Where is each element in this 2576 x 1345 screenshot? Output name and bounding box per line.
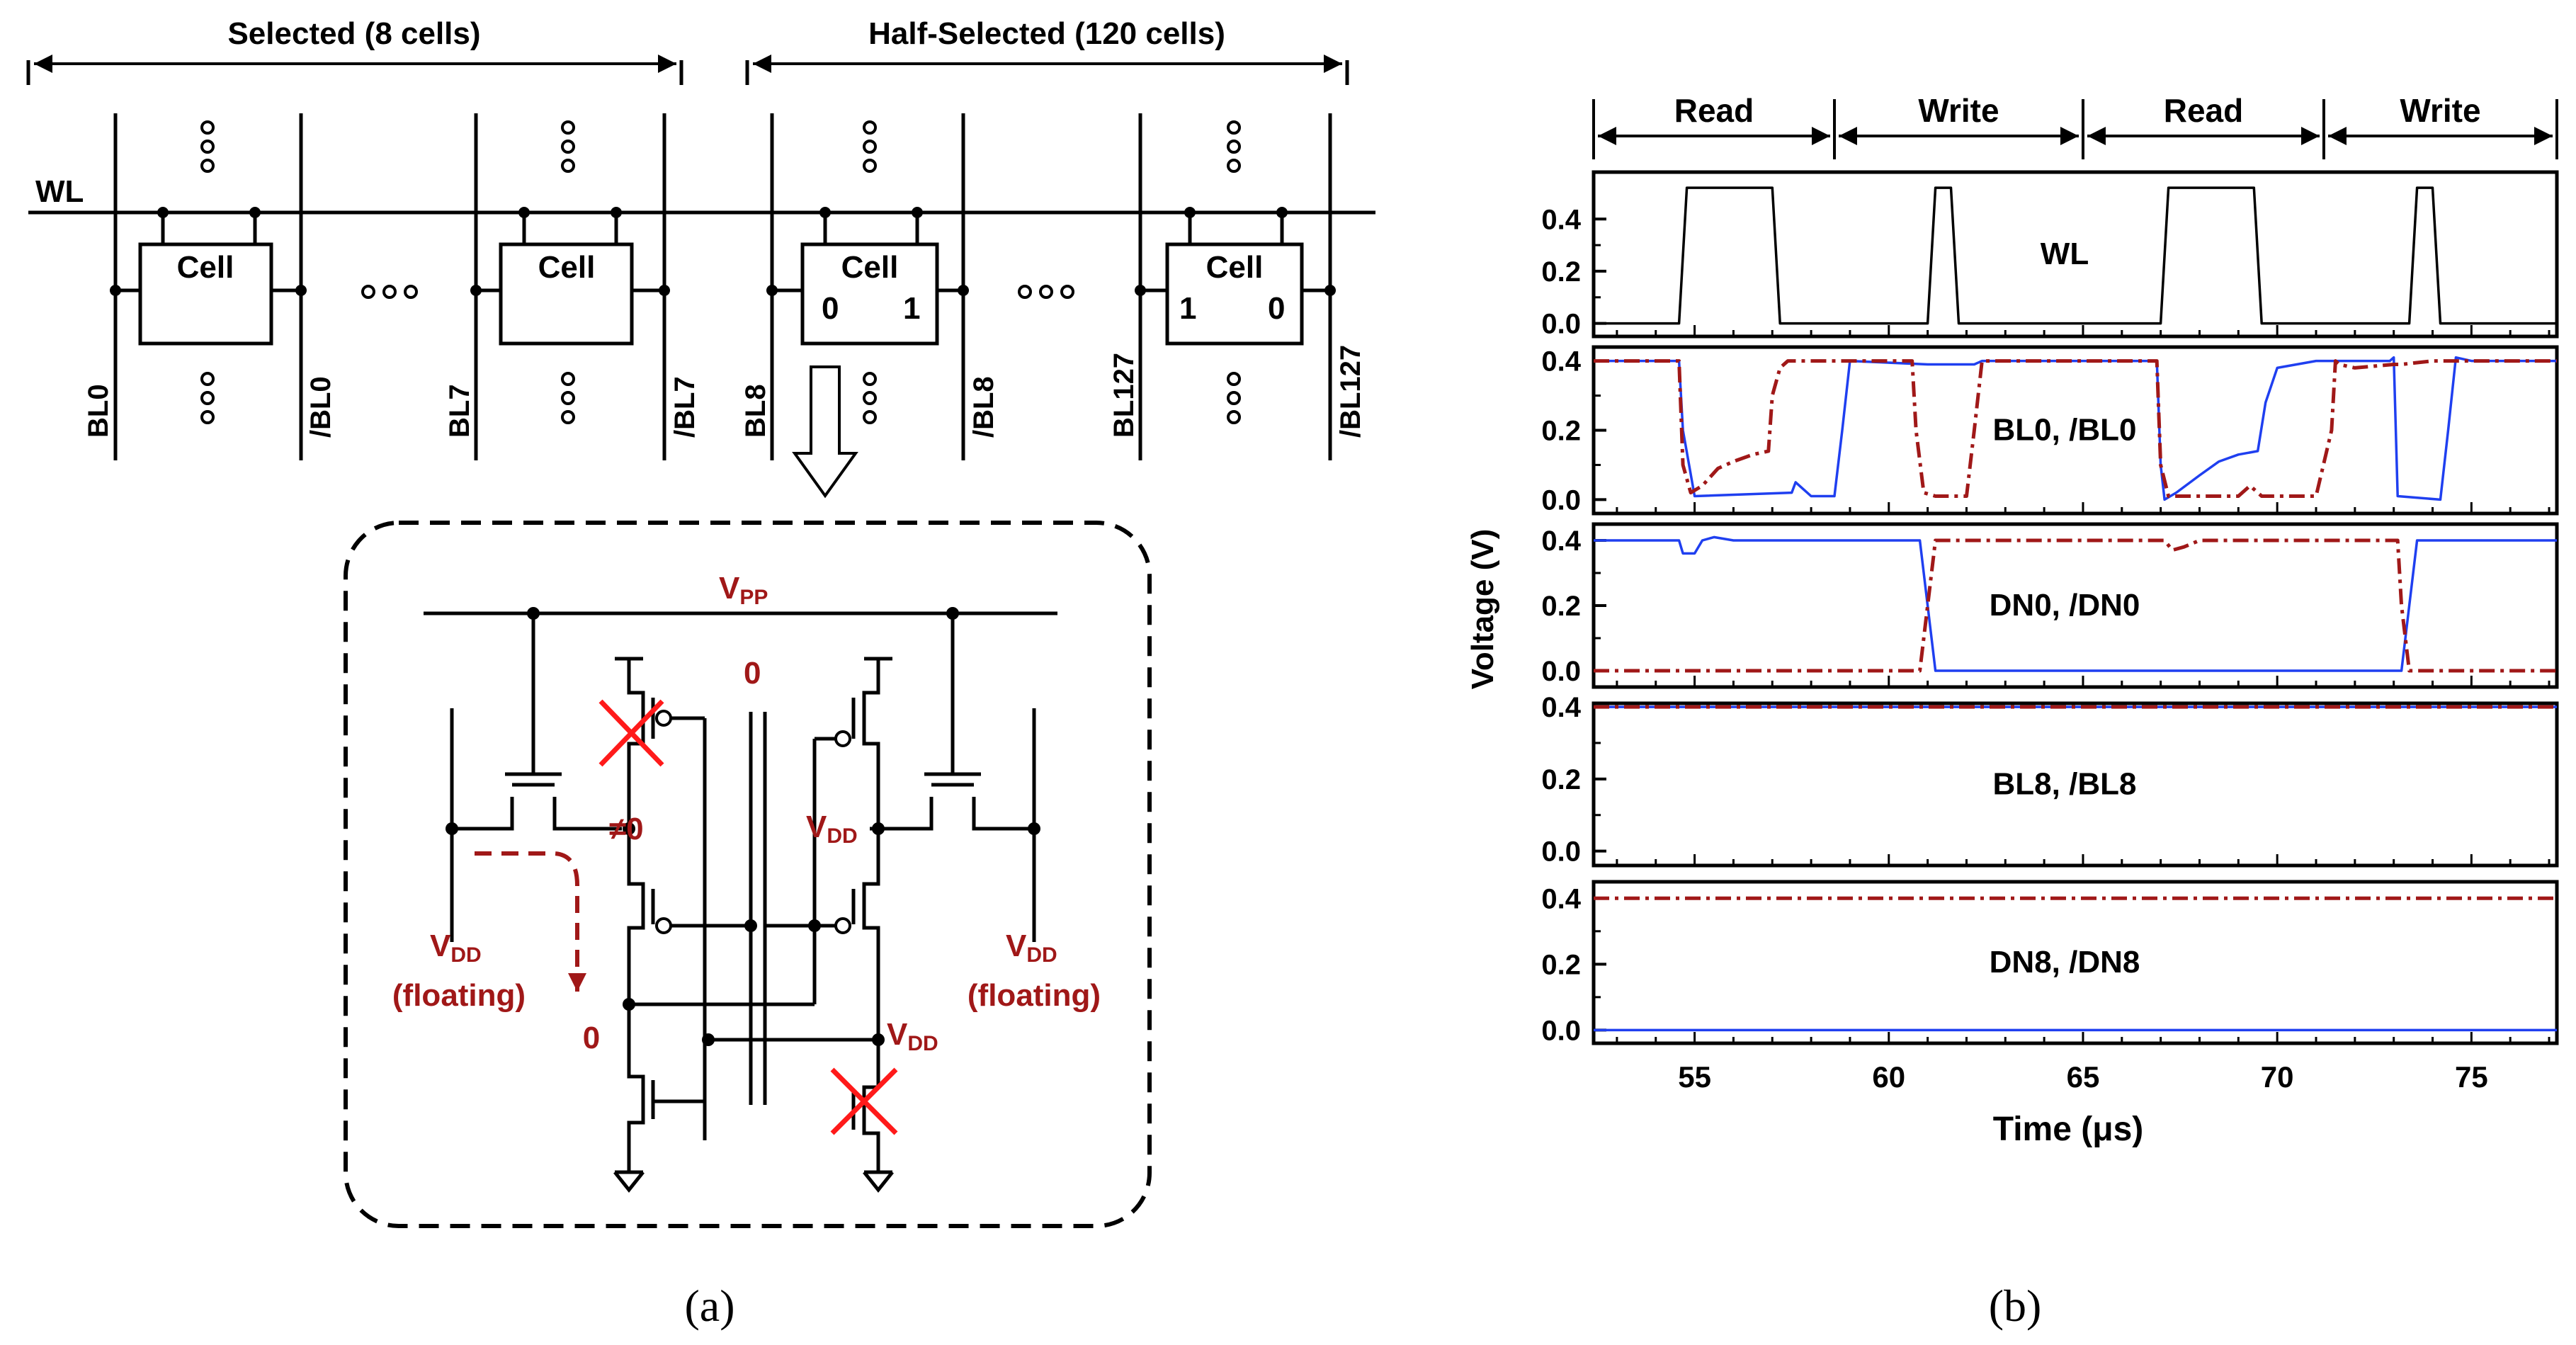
panel-signal-label: BL8, /BL8 — [1993, 767, 2137, 802]
series-line-wl — [1594, 186, 2557, 325]
cell-node-value: 1 — [903, 291, 920, 326]
bitline-label: /BL7 — [669, 376, 700, 438]
y-tick-label: 0.4 — [1541, 204, 1581, 235]
bitline-label: /BL0 — [305, 376, 336, 438]
floating-label: (floating) — [392, 978, 526, 1013]
cell-node-value: 1 — [1179, 291, 1196, 326]
disabled-transistor-icon — [598, 699, 898, 1135]
neq-zero-label: ≠0 — [609, 812, 644, 846]
panel-signal-label: WL — [2041, 237, 2089, 271]
plot-frame — [1591, 701, 2559, 868]
series-line-inv-dn0 — [1594, 538, 2557, 673]
vdd-label: VDD — [806, 810, 858, 848]
cell-label: Cell — [538, 250, 596, 285]
center-zero-label: 0 — [744, 656, 761, 691]
circuit-frame — [344, 521, 1152, 1228]
cell-node-value: 0 — [822, 291, 839, 326]
series-line-inv-bl0 — [1594, 359, 2557, 498]
x-tick-label: 70 — [2261, 1060, 2294, 1094]
y-tick-label: 0.0 — [1541, 484, 1581, 516]
caption-a: (a) — [684, 1281, 734, 1331]
x-tick-label: 65 — [2067, 1060, 2100, 1094]
y-tick-label: 0.2 — [1541, 591, 1581, 622]
bitline-label: /BL127 — [1335, 345, 1366, 438]
vdd-label: VDD — [887, 1017, 938, 1055]
wl-label: WL — [35, 174, 84, 209]
x-tick-label: 60 — [1872, 1060, 1905, 1094]
circuit-junctions — [446, 607, 1040, 1046]
bitline-label: BL8 — [740, 384, 771, 438]
bitline-label: BL0 — [83, 384, 114, 438]
bitline-label: /BL8 — [968, 376, 999, 438]
y-tick-label: 0.0 — [1541, 656, 1581, 687]
phase-label: Read — [1674, 92, 1754, 129]
leakage-path-arrow — [475, 851, 586, 992]
panel-signal-label: DN8, /DN8 — [1990, 945, 2140, 980]
y-tick-label: 0.0 — [1541, 309, 1581, 340]
bitline-label: BL127 — [1108, 353, 1140, 438]
phase-label: Write — [1918, 92, 1999, 129]
phase-label: Write — [2400, 92, 2480, 129]
cell-label: Cell — [177, 250, 234, 285]
y-tick-label: 0.4 — [1541, 692, 1581, 723]
vdd-label: VDD — [1006, 929, 1057, 967]
y-tick-label: 0.0 — [1541, 836, 1581, 868]
x-tick-label: 55 — [1678, 1060, 1711, 1094]
bitline-label: BL7 — [444, 384, 475, 438]
y-axis-label: Voltage (V) — [1465, 529, 1500, 690]
x-tick-label: 75 — [2455, 1060, 2488, 1094]
y-tick-label: 0.2 — [1541, 764, 1581, 795]
floating-label: (floating) — [968, 978, 1101, 1013]
y-tick-label: 0.4 — [1541, 883, 1581, 914]
caption-b: (b) — [1989, 1281, 2042, 1331]
panel-signal-label: BL0, /BL0 — [1993, 413, 2137, 448]
half-selected-label: Half-Selected (120 cells) — [868, 16, 1225, 51]
y-tick-label: 0.4 — [1541, 526, 1581, 557]
cell-node-value: 0 — [1268, 291, 1285, 326]
y-tick-label: 0.2 — [1541, 416, 1581, 447]
ellipsis-dots — [200, 120, 1241, 424]
selected-label: Selected (8 cells) — [227, 16, 480, 51]
y-tick-label: 0.2 — [1541, 949, 1581, 980]
zero-node-label: 0 — [583, 1021, 600, 1055]
panel-a-junctions — [110, 207, 1336, 296]
zoom-arrow — [792, 365, 858, 499]
vdd-label: VDD — [430, 929, 482, 967]
y-tick-label: 0.0 — [1541, 1015, 1581, 1046]
plot-frame — [1591, 880, 2559, 1045]
panel-b-chart: Read Write Read Write 0.0 0.2 0.4 WL 0.0 0.2 0.4 BL… — [1541, 92, 2559, 1094]
y-tick-label: 0.4 — [1541, 346, 1581, 378]
plot-frame — [1591, 170, 2559, 339]
cell-circuit — [424, 611, 1057, 1193]
y-tick-label: 0.2 — [1541, 256, 1581, 288]
series-line-dn0 — [1594, 535, 2557, 672]
phase-label: Read — [2164, 92, 2243, 129]
cell-label: Cell — [1206, 250, 1264, 285]
panel-signal-label: DN0, /DN0 — [1990, 588, 2140, 623]
vpp-label: VPP — [719, 571, 768, 609]
cell-label: Cell — [841, 250, 899, 285]
x-axis-label: Time (μs) — [1993, 1111, 2144, 1148]
